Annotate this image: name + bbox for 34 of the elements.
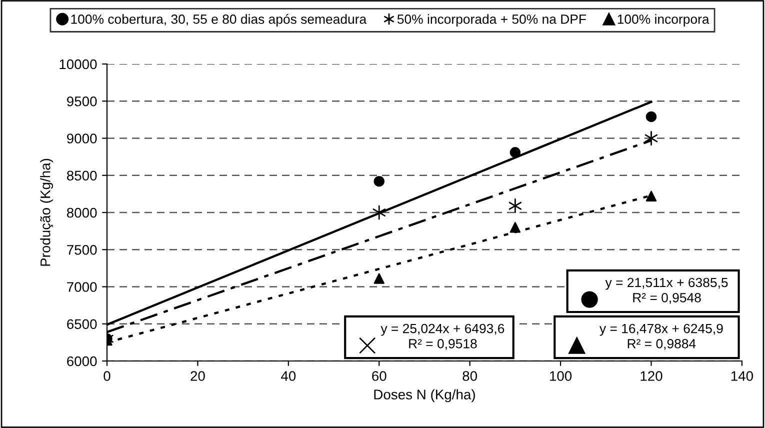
point	[510, 222, 521, 233]
y-tick-label: 7500	[67, 244, 97, 255]
x-tick-label: 120	[640, 371, 662, 381]
x-tick-label: 140	[731, 371, 753, 381]
y-tick-label: 8000	[66, 208, 97, 218]
legend-label: 50% incorporada + 50% na DPF	[397, 14, 586, 26]
y-tick-label: 6500	[67, 319, 97, 330]
y-tick-label: 9500	[67, 96, 97, 106]
y-tick-label: 9000	[67, 134, 97, 144]
point	[510, 147, 521, 158]
y-tick-label: 6000	[67, 356, 97, 366]
x-tick-label: 100	[550, 371, 572, 381]
x-tick-label: 0	[104, 371, 110, 381]
x-tick-label: 80	[462, 371, 478, 381]
point	[374, 176, 384, 187]
point	[646, 190, 657, 202]
y-tick-label: 10000	[60, 59, 97, 70]
point	[508, 198, 522, 214]
point	[372, 205, 386, 220]
annotation: y = 25,024x + 6493,6 R² = 0,9518	[380, 324, 504, 350]
x-axis-title: Doses N (Kg/ha)	[374, 389, 475, 402]
point	[646, 111, 657, 122]
y-axis-title: Produção (Kg/ha)	[40, 158, 54, 266]
legend-label: 100% incorpora	[618, 14, 710, 26]
y-tick-label: 8500	[66, 170, 97, 181]
annotation: y = 21,511x + 6385,5 R² = 0,9548	[605, 278, 728, 304]
annotation: y = 16,478x + 6245,9 R² = 0,9884	[599, 324, 723, 350]
x-tick-label: 40	[281, 371, 296, 381]
point	[644, 130, 658, 146]
point	[374, 273, 384, 284]
legend-label: 100% cobertura, 30, 55 e 80 dias após semeadura	[71, 14, 367, 26]
x-tick-label: 20	[190, 371, 205, 381]
x-tick-label: 60	[372, 371, 386, 381]
y-tick-label: 7000	[67, 282, 97, 292]
